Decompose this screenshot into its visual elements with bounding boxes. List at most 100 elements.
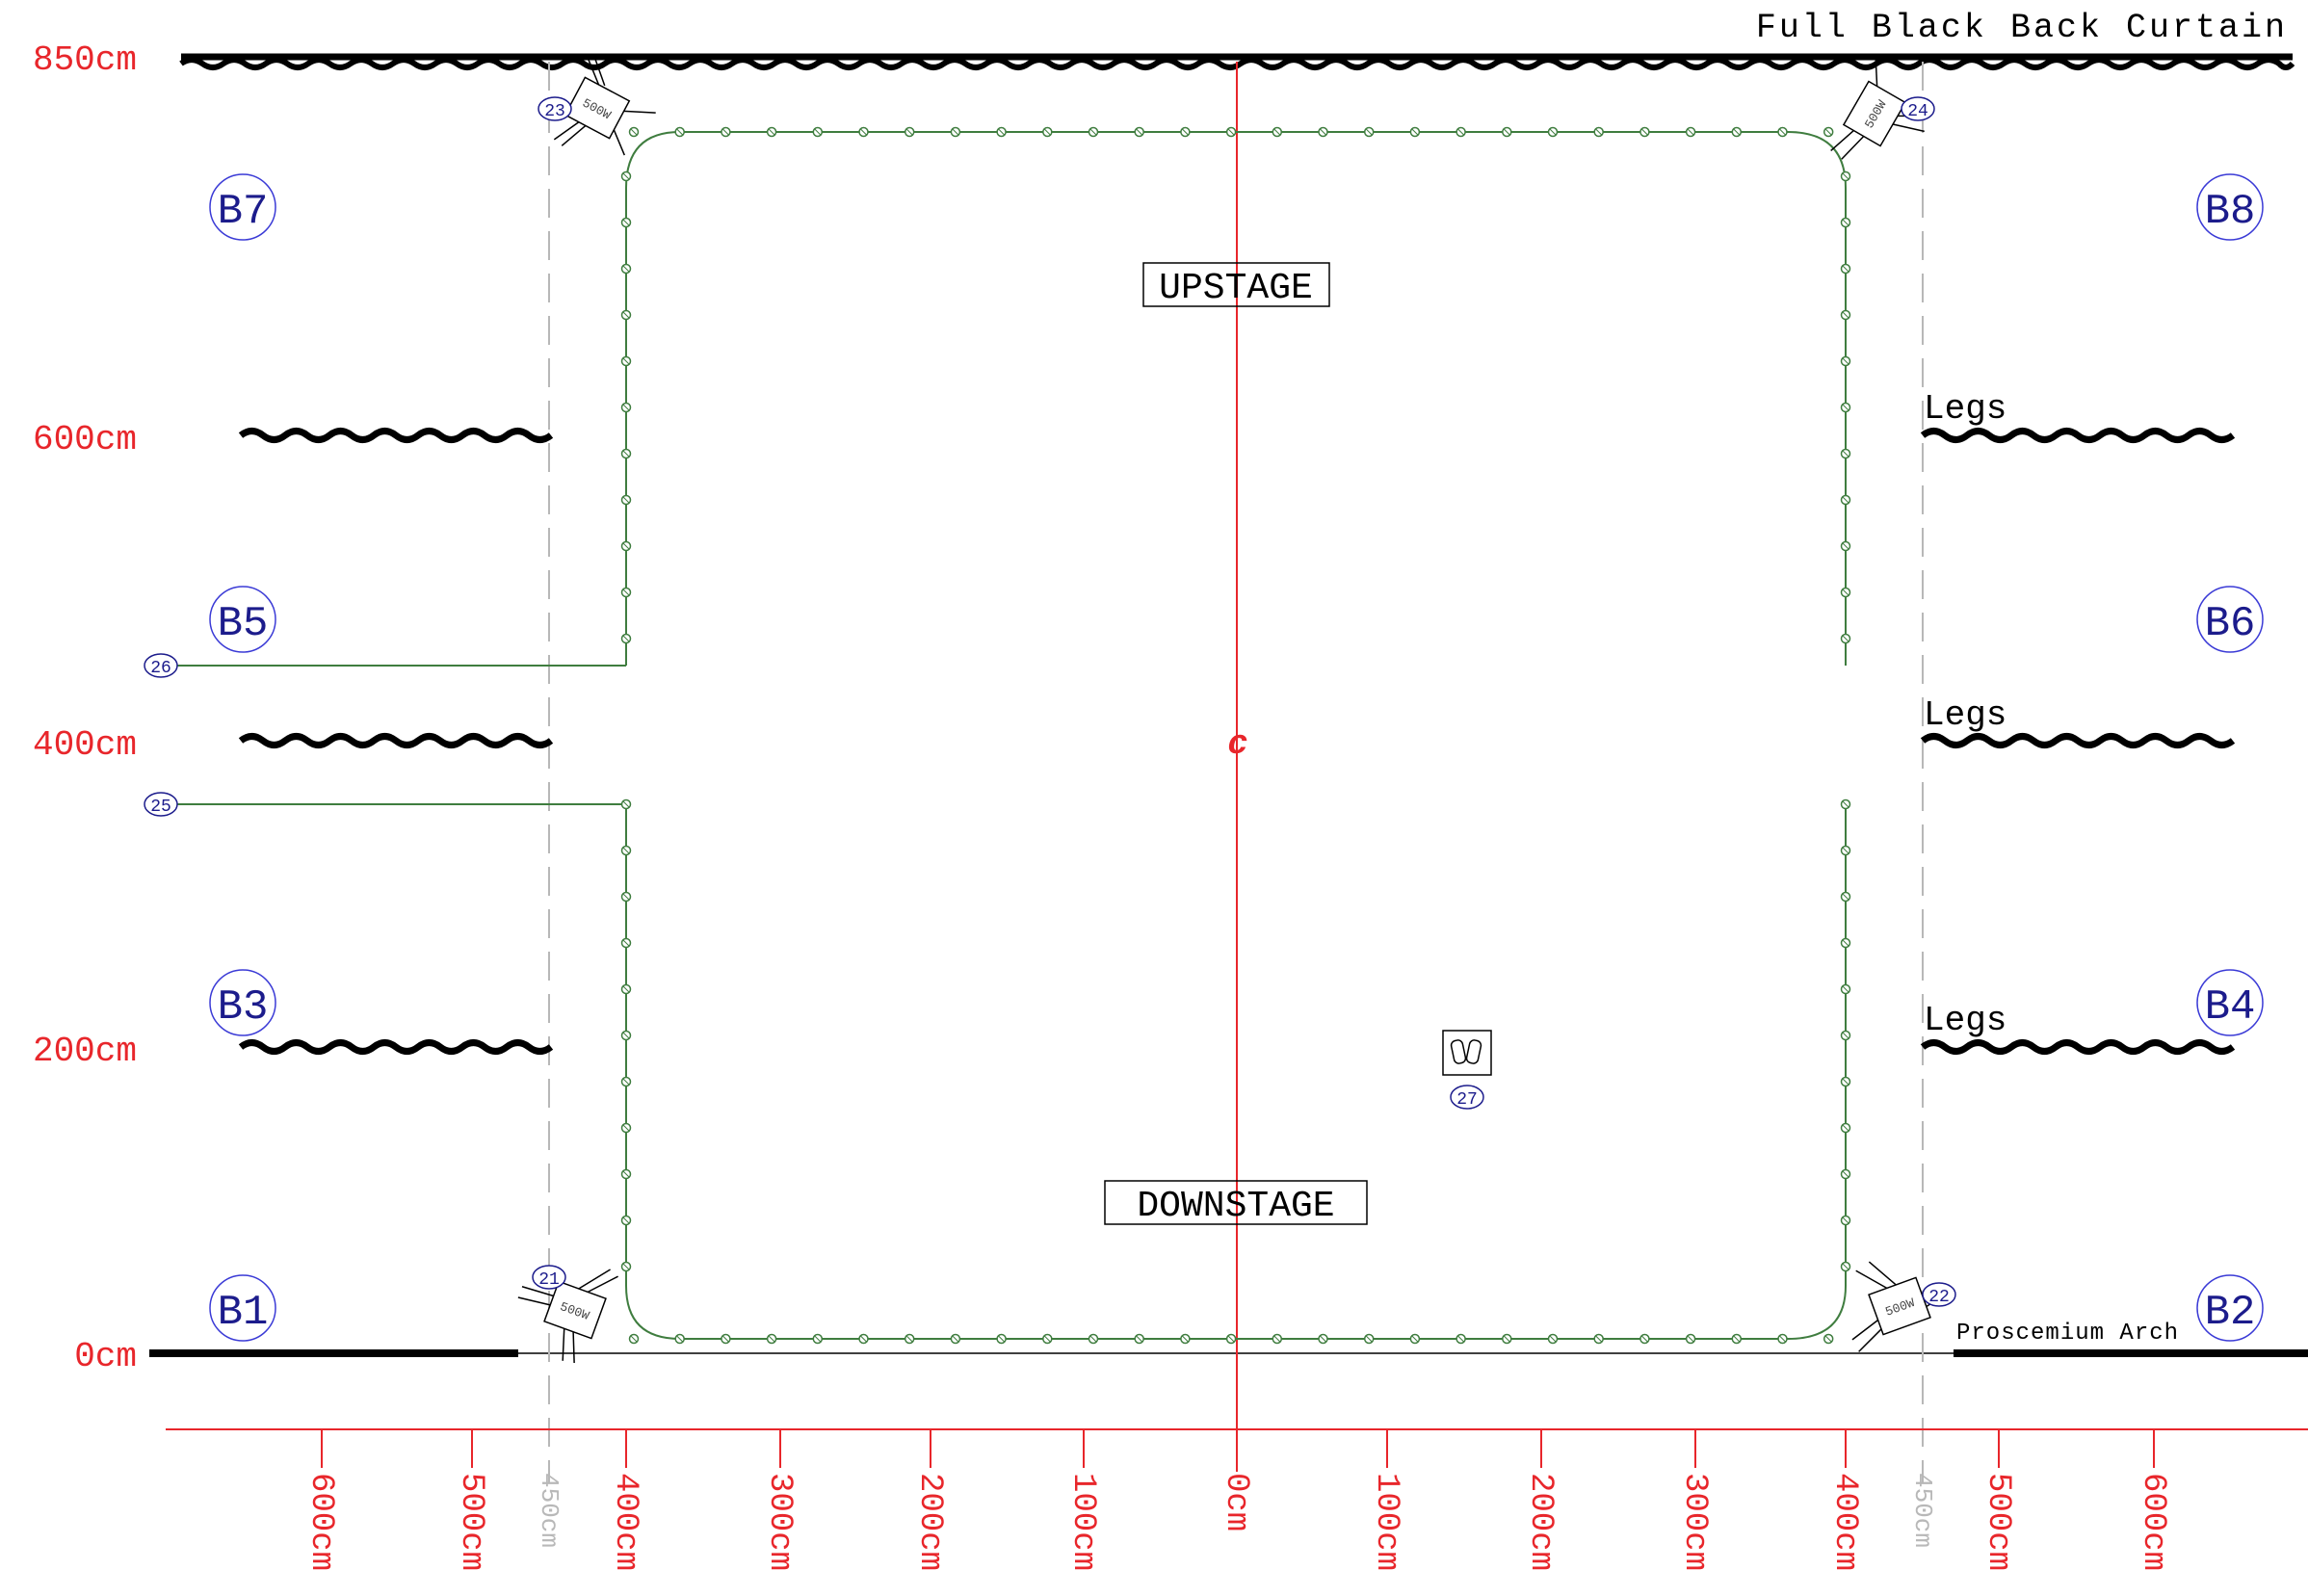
bar-b8: B8 bbox=[2196, 173, 2264, 241]
fixture-24-door-a bbox=[1830, 129, 1854, 152]
twin-par-icon bbox=[1442, 1030, 1492, 1076]
led-dot-mark bbox=[622, 939, 630, 947]
bar-b4-ring bbox=[2196, 969, 2264, 1036]
led-dot-mark bbox=[1136, 1335, 1143, 1343]
led-dot-mark bbox=[1842, 1263, 1849, 1270]
led-dot-mark bbox=[1779, 1335, 1786, 1343]
fresnel-lantern-icon: 500W bbox=[553, 55, 656, 156]
bar-b5-ring bbox=[209, 586, 276, 653]
led-dot-mark bbox=[676, 1335, 684, 1343]
fixture-23-body bbox=[564, 76, 631, 140]
led-dot-mark bbox=[1457, 128, 1464, 136]
led-dot-mark bbox=[622, 265, 630, 273]
leg-right-600 bbox=[1920, 428, 2236, 443]
legs-label-200: Legs bbox=[1924, 1001, 2006, 1040]
x-tick-label: 0cm bbox=[1218, 1473, 1254, 1531]
led-dot-mark bbox=[622, 1032, 630, 1039]
downstage-label: DOWNSTAGE bbox=[1137, 1186, 1334, 1227]
led-dot-mark bbox=[1842, 1170, 1849, 1178]
guide-lines bbox=[548, 62, 1924, 1483]
fixture-22-door-c bbox=[1851, 1319, 1879, 1341]
bar-b3-ring bbox=[209, 969, 276, 1036]
fixture-21-ring bbox=[532, 1265, 566, 1290]
legs: Legs Legs Legs bbox=[238, 389, 2236, 1055]
led-dot-mark bbox=[1182, 128, 1189, 136]
led-dot-mark bbox=[1595, 128, 1603, 136]
led-dot-mark bbox=[1273, 1335, 1281, 1343]
led-dot-mark bbox=[1457, 1335, 1464, 1343]
led-dot-mark bbox=[622, 496, 630, 504]
fixture-22-label: 22 bbox=[1928, 1288, 1950, 1307]
back-curtain: Full Black Back Curtain bbox=[179, 9, 2295, 70]
upstage-label: UPSTAGE bbox=[1159, 268, 1313, 309]
led-dot-mark bbox=[622, 1078, 630, 1086]
led-dot-mark bbox=[1842, 847, 1849, 854]
fixture-23-door-f bbox=[613, 129, 625, 156]
led-dot-mark bbox=[622, 311, 630, 319]
led-tag-25-label: 25 bbox=[150, 798, 171, 817]
fixture-21-door-b bbox=[517, 1296, 551, 1306]
bar-b4: B4 bbox=[2196, 969, 2264, 1036]
led-tag-25: 25 bbox=[144, 792, 178, 817]
fixture-27-box bbox=[1442, 1030, 1492, 1076]
led-dot-mark bbox=[1842, 172, 1849, 180]
x-tick-label: 100cm bbox=[1368, 1473, 1404, 1571]
led-dot-mark bbox=[1641, 128, 1648, 136]
led-dot-mark bbox=[722, 128, 729, 136]
bar-b8-ring bbox=[2196, 173, 2264, 241]
led-dot-mark bbox=[1365, 1335, 1373, 1343]
y-axis: 850cm 600cm 400cm 200cm 0cm bbox=[33, 40, 137, 1376]
led-dot-mark bbox=[768, 128, 775, 136]
led-dot-mark bbox=[1842, 357, 1849, 365]
fixture-27-ring bbox=[1450, 1085, 1484, 1110]
fixture-27-tag: 27 bbox=[1450, 1085, 1484, 1110]
x-tick-label: 500cm bbox=[1980, 1473, 2016, 1571]
x-axis: 600cm 500cm 450cm 400cm 300cm 200cm 100cm 0cm 10… bbox=[166, 1428, 2308, 1571]
fixture-24-door-b bbox=[1841, 135, 1865, 160]
fixture-23-door-c bbox=[623, 110, 656, 114]
fixture-21-door-d bbox=[587, 1275, 618, 1294]
x-tick-label: 300cm bbox=[761, 1473, 798, 1571]
led-dot-mark bbox=[1842, 1217, 1849, 1224]
led-dot-mark bbox=[676, 128, 684, 136]
upstage-box bbox=[1142, 262, 1330, 307]
led-dot-mark bbox=[1824, 1335, 1832, 1343]
led-strip: 26 25 bbox=[144, 126, 1851, 1345]
led-tag-26-ring bbox=[144, 653, 178, 678]
bar-b8-label: B8 bbox=[2205, 188, 2256, 236]
bar-b2-label: B2 bbox=[2205, 1289, 2256, 1337]
x-tick-label: 600cm bbox=[2135, 1473, 2171, 1571]
led-dot-mark bbox=[1779, 128, 1786, 136]
led-dot-mark bbox=[622, 589, 630, 596]
fixture-23-label: 23 bbox=[544, 102, 565, 121]
bar-b1-label: B1 bbox=[218, 1289, 269, 1337]
y-label-200: 200cm bbox=[33, 1032, 137, 1071]
led-dot-mark bbox=[1641, 1335, 1648, 1343]
led-dot-mark bbox=[1842, 800, 1849, 808]
bar-b6: B6 bbox=[2196, 586, 2264, 653]
led-dot-mark bbox=[1842, 404, 1849, 411]
fixture-21-door-c bbox=[578, 1269, 611, 1290]
led-dot-mark bbox=[814, 1335, 822, 1343]
led-dot-mark bbox=[1411, 1335, 1419, 1343]
led-tag-25-ring bbox=[144, 792, 178, 817]
led-dot-mark bbox=[1842, 450, 1849, 458]
led-dot-mark bbox=[1549, 1335, 1557, 1343]
bar-b5: B5 bbox=[209, 586, 276, 653]
fresnel-lantern-icon: 500W bbox=[1851, 1261, 1949, 1352]
bar-b7-label: B7 bbox=[218, 188, 269, 236]
x-tick-label: 400cm bbox=[1826, 1473, 1863, 1571]
led-dot-mark bbox=[1842, 893, 1849, 901]
x-tick-label: 200cm bbox=[1522, 1473, 1559, 1571]
x-tick-label: 100cm bbox=[1064, 1473, 1101, 1571]
fixture-23-tag: 23 bbox=[538, 96, 572, 121]
led-dot-mark bbox=[1089, 128, 1097, 136]
fixture-27-lamp-a bbox=[1450, 1039, 1467, 1064]
centre-line: c bbox=[1227, 62, 1248, 1472]
led-dot-mark bbox=[622, 450, 630, 458]
fixture-24-door-c bbox=[1875, 54, 1878, 87]
led-dot-mark bbox=[1842, 265, 1849, 273]
led-dot-mark bbox=[860, 128, 867, 136]
led-dot-mark bbox=[1411, 128, 1419, 136]
